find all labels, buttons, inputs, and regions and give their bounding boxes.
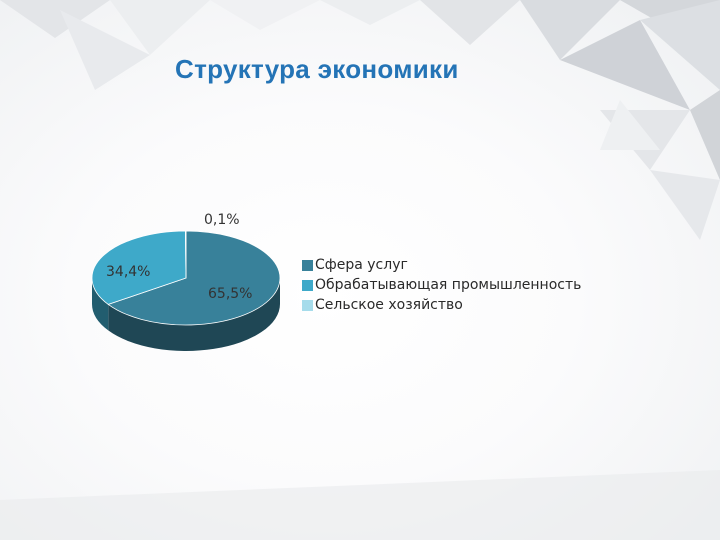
pie-tops	[91, 230, 281, 326]
bg-band	[0, 470, 720, 540]
bg-triangle	[520, 0, 620, 60]
pie-sides	[92, 278, 280, 351]
bg-triangle	[0, 0, 110, 38]
bg-triangle	[210, 0, 320, 30]
legend-swatch-services	[302, 259, 313, 271]
bg-triangle	[600, 100, 660, 150]
data-label-manufacturing: 34,4%	[106, 264, 150, 280]
legend-label-services: Сфера услуг	[315, 257, 408, 273]
legend-swatch-agriculture	[302, 299, 313, 311]
legend-item-agriculture: Сельское хозяйство	[302, 295, 581, 315]
pie-slice-manufacturing	[91, 230, 187, 305]
chart-legend: Сфера услуг Обрабатывающая промышленност…	[302, 255, 581, 315]
legend-item-services: Сфера услуг	[302, 255, 581, 275]
data-label-agriculture: 0,1%	[204, 212, 240, 228]
pie-slice-services	[107, 230, 281, 326]
bg-triangle	[640, 0, 720, 90]
legend-swatch-manufacturing	[302, 279, 313, 291]
bg-triangle	[650, 170, 720, 240]
bg-triangle	[320, 0, 420, 25]
slide-title: Структура экономики	[175, 54, 459, 84]
bg-triangle	[690, 90, 720, 180]
bg-triangle	[420, 0, 520, 45]
bg-triangle	[110, 0, 210, 55]
bg-triangle	[60, 10, 150, 90]
pie-labels: 65,5% 34,4% 0,1%	[106, 212, 252, 302]
pie-side-manufacturing	[92, 278, 109, 331]
legend-label-agriculture: Сельское хозяйство	[315, 297, 463, 313]
legend-label-manufacturing: Обрабатывающая промышленность	[315, 277, 582, 293]
legend-item-manufacturing: Обрабатывающая промышленность	[302, 275, 581, 295]
data-label-services: 65,5%	[208, 286, 252, 302]
bg-triangle	[560, 20, 690, 110]
pie-side-services	[108, 278, 280, 351]
pie-slice-agriculture	[185, 230, 187, 279]
